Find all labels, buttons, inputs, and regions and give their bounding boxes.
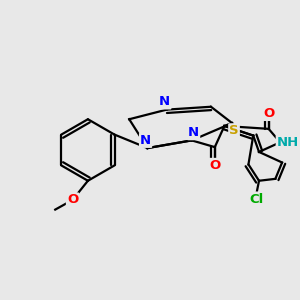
- Text: N: N: [140, 134, 151, 147]
- Text: N: N: [188, 126, 199, 139]
- Text: NH: NH: [277, 136, 299, 149]
- Text: S: S: [229, 124, 239, 137]
- Text: N: N: [159, 95, 170, 108]
- Text: O: O: [67, 194, 78, 206]
- Text: O: O: [263, 107, 274, 120]
- Text: O: O: [209, 159, 220, 172]
- Text: Cl: Cl: [249, 193, 263, 206]
